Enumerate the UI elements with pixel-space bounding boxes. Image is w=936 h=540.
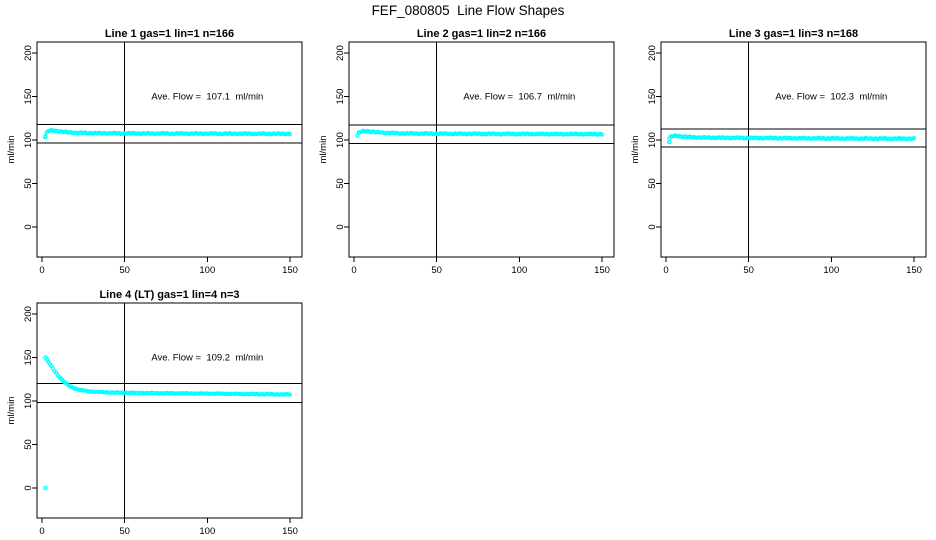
x-tick-label: 50 bbox=[431, 265, 442, 276]
y-tick-label: 0 bbox=[647, 224, 658, 229]
x-tick-label: 150 bbox=[282, 265, 298, 276]
y-tick-label: 50 bbox=[23, 439, 34, 450]
x-tick-label: 150 bbox=[282, 526, 298, 537]
y-tick-label: 50 bbox=[335, 178, 346, 189]
y-tick-label: 100 bbox=[335, 132, 346, 148]
y-tick-label: 200 bbox=[23, 45, 34, 61]
outlier-point bbox=[43, 134, 48, 140]
data-point bbox=[355, 133, 360, 138]
y-tick-label: 150 bbox=[647, 89, 658, 105]
x-tick-label: 100 bbox=[199, 526, 215, 537]
panel-line-2: Line 2 gas=1 lin=2 n=166 ml/min 0 50 100 150 0… bbox=[318, 28, 615, 276]
outlier-point bbox=[667, 139, 672, 145]
x-tick-label: 0 bbox=[39, 265, 44, 276]
y-axis-label: ml/min bbox=[318, 136, 329, 164]
ave-flow-annotation: Ave. Flow = 107.1 ml/min bbox=[151, 92, 263, 103]
data-point bbox=[287, 132, 293, 137]
y-tick-label: 0 bbox=[23, 224, 34, 229]
panel-title: Line 4 (LT) gas=1 lin=4 n=3 bbox=[99, 289, 239, 301]
y-tick-label: 150 bbox=[335, 89, 346, 105]
x-tick-label: 50 bbox=[119, 265, 130, 276]
panel-title: Line 2 gas=1 lin=2 n=166 bbox=[417, 28, 546, 40]
plot-box bbox=[348, 41, 615, 258]
x-tick-label: 50 bbox=[119, 526, 130, 537]
y-axis-label: ml/min bbox=[630, 136, 641, 164]
data-point bbox=[287, 392, 293, 397]
x-tick-label: 50 bbox=[743, 265, 754, 276]
x-tick-label: 150 bbox=[594, 265, 610, 276]
ave-flow-annotation: Ave. Flow = 102.3 ml/min bbox=[775, 92, 887, 103]
y-tick-label: 150 bbox=[23, 89, 34, 105]
data-point bbox=[911, 135, 917, 141]
data-point bbox=[599, 132, 605, 137]
y-tick-label: 100 bbox=[23, 393, 34, 409]
outlier-point bbox=[43, 485, 48, 491]
x-tick-label: 0 bbox=[351, 265, 356, 276]
plot-box bbox=[36, 302, 303, 519]
y-axis-label: ml/min bbox=[6, 136, 17, 164]
y-tick-label: 50 bbox=[647, 178, 658, 189]
plot-box bbox=[36, 41, 303, 258]
panel-title: Line 1 gas=1 lin=1 n=166 bbox=[105, 28, 234, 40]
x-tick-label: 0 bbox=[39, 526, 44, 537]
ave-flow-annotation: Ave. Flow = 109.2 ml/min bbox=[151, 353, 263, 364]
panel-line-1: Line 1 gas=1 lin=1 n=166 ml/min 0 50 100 150 0… bbox=[6, 28, 303, 276]
y-tick-label: 200 bbox=[647, 45, 658, 61]
y-tick-label: 150 bbox=[23, 350, 34, 366]
y-tick-label: 100 bbox=[23, 132, 34, 148]
y-tick-label: 0 bbox=[23, 485, 34, 490]
x-tick-label: 150 bbox=[906, 265, 922, 276]
panel-line-4: Line 4 (LT) gas=1 lin=4 n=3 ml/min 0 50 100 1… bbox=[6, 289, 303, 537]
figure-title: FEF_080805 Line Flow Shapes bbox=[371, 3, 565, 18]
x-tick-label: 100 bbox=[823, 265, 839, 276]
plot-box bbox=[660, 41, 927, 258]
y-tick-label: 50 bbox=[23, 178, 34, 189]
panel-line-3: Line 3 gas=1 lin=3 n=168 ml/min 0 50 100 150 0… bbox=[630, 28, 927, 276]
y-tick-label: 200 bbox=[23, 306, 34, 322]
y-tick-label: 100 bbox=[647, 132, 658, 148]
x-tick-label: 0 bbox=[663, 265, 668, 276]
y-tick-label: 0 bbox=[335, 224, 346, 229]
x-tick-label: 100 bbox=[511, 265, 527, 276]
panel-title: Line 3 gas=1 lin=3 n=168 bbox=[729, 28, 858, 40]
ave-flow-annotation: Ave. Flow = 106.7 ml/min bbox=[463, 92, 575, 103]
y-tick-label: 200 bbox=[335, 45, 346, 61]
y-axis-label: ml/min bbox=[6, 397, 17, 425]
x-tick-label: 100 bbox=[199, 265, 215, 276]
